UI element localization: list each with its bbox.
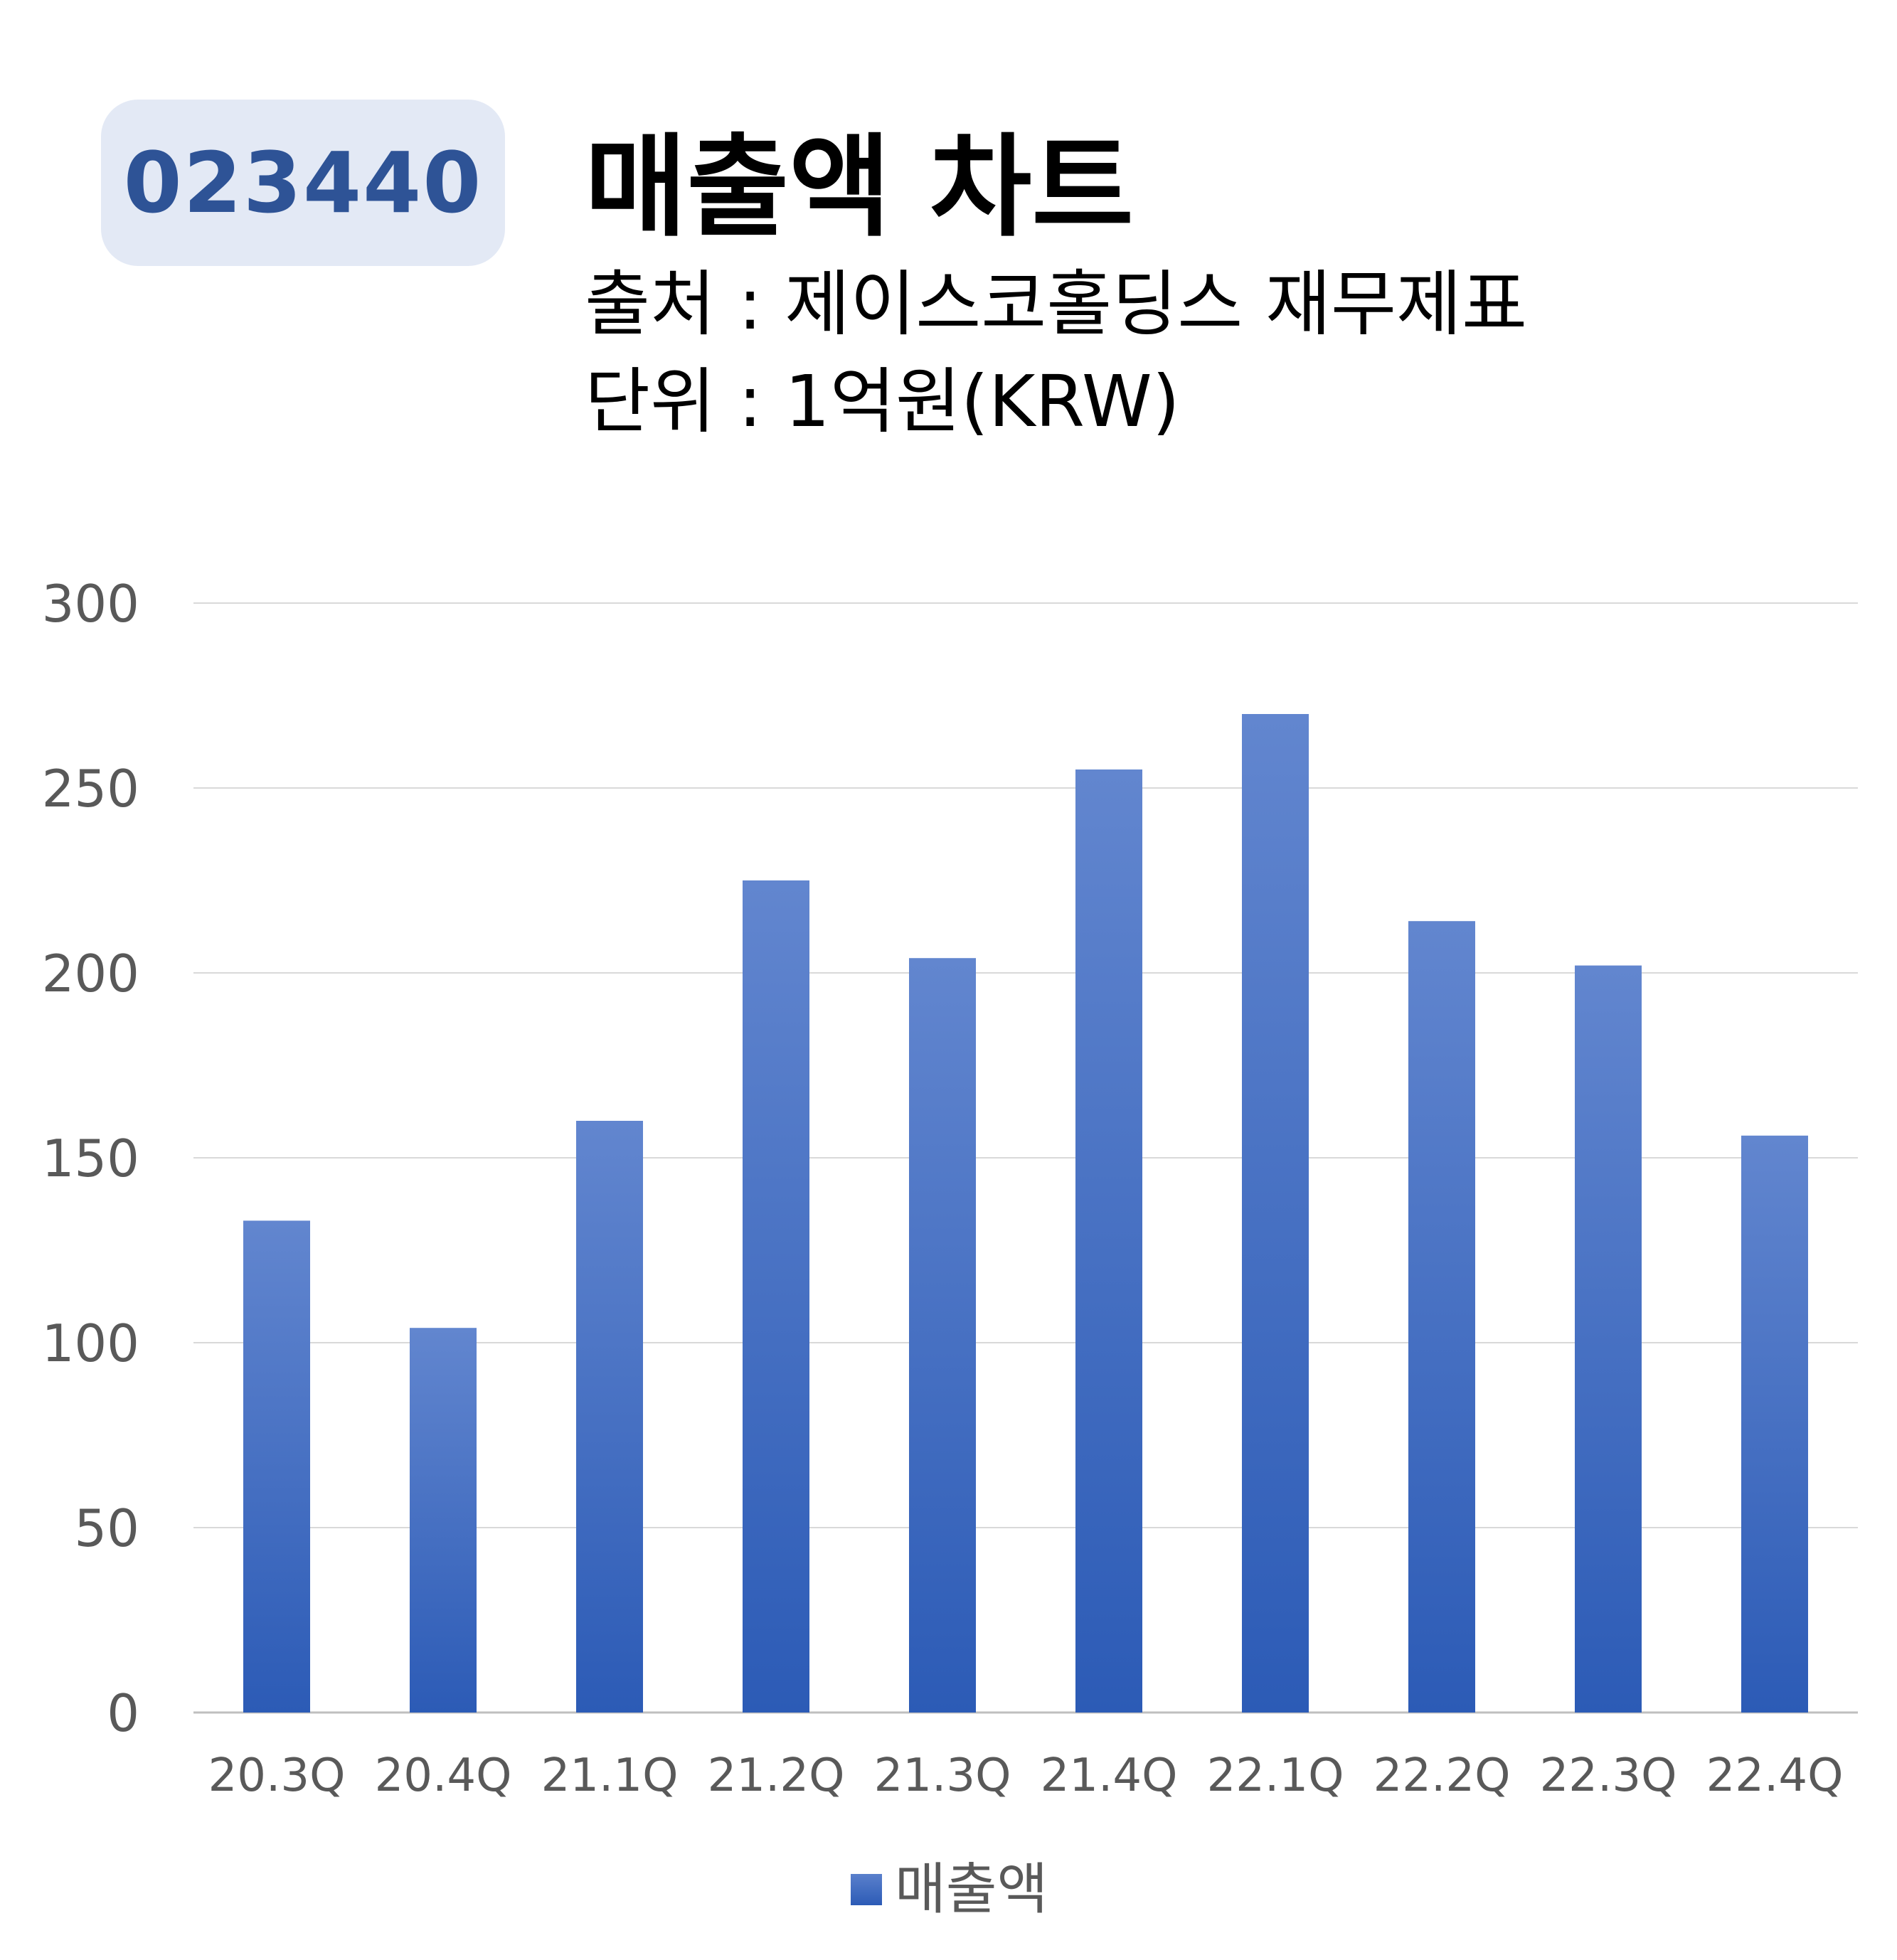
stock-code-badge: 023440 [101,100,505,266]
bar-22.1Q [1242,714,1309,1713]
source-text: 출처 : 제이스코홀딩스 재무제표 [585,262,1528,346]
y-tick-label: 200 [42,944,139,1003]
x-tick-label: 22.1Q [1207,1749,1344,1802]
legend-label: 매출액 [895,1858,1048,1922]
y-tick-label: 150 [42,1129,139,1188]
x-tick-label: 22.2Q [1373,1749,1511,1802]
legend: 매출액 [851,1858,1048,1922]
bar-21.2Q [743,880,809,1713]
legend-swatch [851,1874,882,1905]
x-tick-label: 20.4Q [375,1749,512,1802]
y-axis-ticks: 0 50 100 150 200 250 300 [42,574,139,1743]
y-tick-label: 50 [74,1498,139,1558]
y-tick-label: 100 [42,1314,139,1373]
x-axis-ticks: 20.3Q 20.4Q 21.1Q 21.2Q 21.3Q 21.4Q 22.1Q 22.2Q… [208,1749,1844,1802]
x-tick-label: 21.2Q [708,1749,845,1802]
chart-title: 매출액 차트 [585,122,1134,252]
unit-text: 단위 : 1억원(KRW) [585,360,1180,443]
x-tick-label: 21.4Q [1041,1749,1178,1802]
bar-21.4Q [1075,769,1142,1713]
x-tick-label: 21.1Q [541,1749,679,1802]
y-tick-label: 250 [42,759,139,819]
bar-21.1Q [576,1121,643,1713]
x-tick-label: 22.3Q [1540,1749,1677,1802]
bar-20.4Q [410,1328,477,1713]
y-tick-label: 300 [42,574,139,634]
x-tick-label: 22.4Q [1706,1749,1844,1802]
y-tick-label: 0 [107,1683,139,1743]
bar-22.3Q [1575,965,1642,1713]
bar-22.2Q [1408,921,1475,1713]
bars [243,714,1808,1713]
bar-21.3Q [909,958,976,1713]
x-tick-label: 20.3Q [208,1749,346,1802]
bar-20.3Q [243,1220,310,1713]
x-tick-label: 21.3Q [874,1749,1011,1802]
bar-22.4Q [1741,1135,1808,1713]
